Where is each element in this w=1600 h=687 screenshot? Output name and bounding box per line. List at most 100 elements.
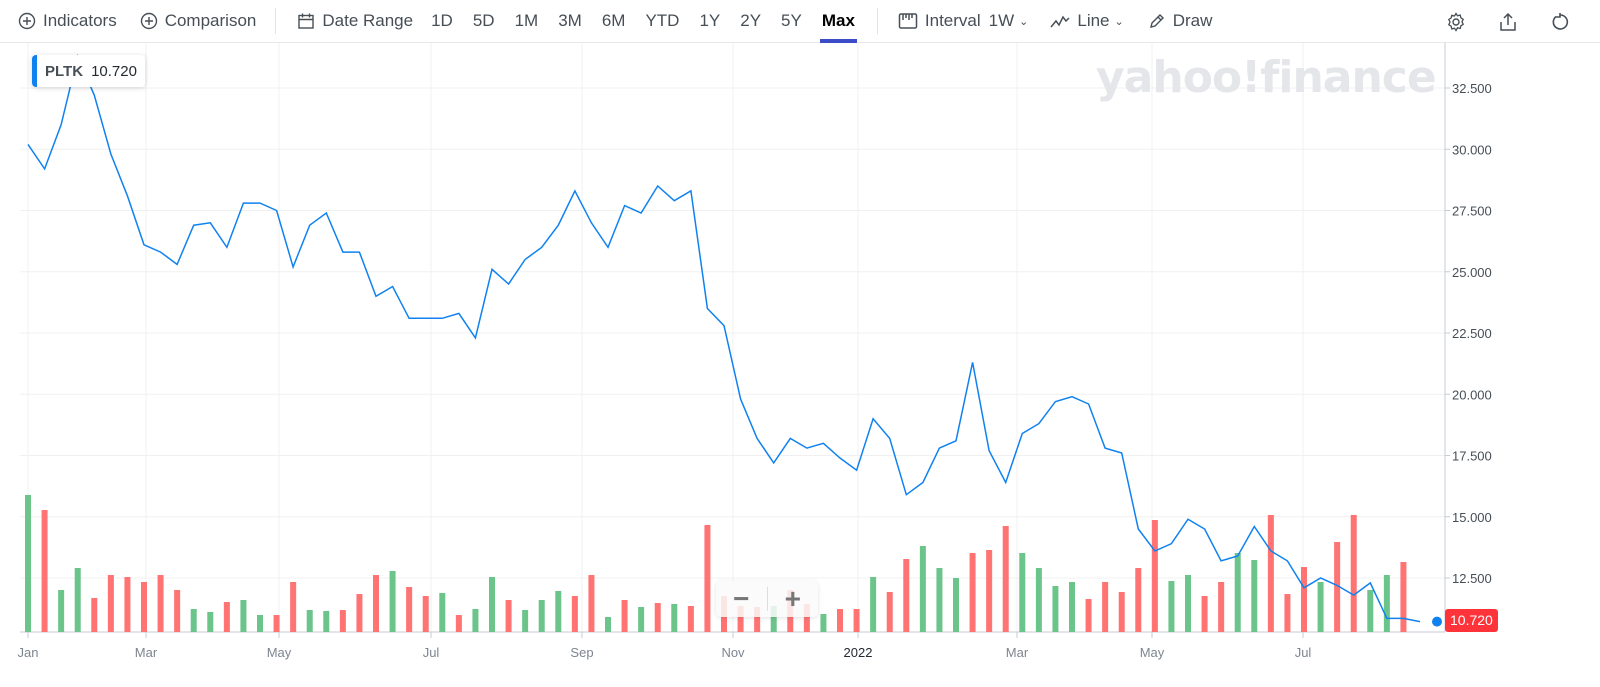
zoom-in-button[interactable]: + [784, 583, 801, 614]
interval-value: 1W [988, 11, 1015, 30]
volume-bar [1201, 596, 1208, 632]
volume-bar [406, 587, 413, 632]
volume-bar [257, 615, 263, 632]
reset-button[interactable] [1534, 0, 1586, 43]
settings-button[interactable] [1430, 0, 1482, 43]
volume-bar [356, 594, 363, 632]
volume-bar [903, 559, 910, 632]
settings-icon [1447, 11, 1465, 32]
draw-button[interactable]: Draw [1148, 0, 1212, 43]
volume-bar [837, 609, 843, 632]
volume-bar [124, 577, 131, 632]
volume-bar [1185, 575, 1191, 632]
volume-bar [455, 615, 462, 632]
toolbar-right-icons [1430, 0, 1600, 43]
volume-bar [1019, 553, 1026, 632]
y-axis-label: 15.000 [1452, 510, 1492, 525]
volume-bar [472, 609, 479, 632]
zoom-controls: − + [716, 581, 818, 617]
volume-bar [141, 582, 147, 632]
volume-bar [870, 577, 877, 632]
volume-bar [1301, 567, 1307, 632]
indicators-label: Indicators [43, 11, 117, 30]
range-tab-6m[interactable]: 6M [601, 11, 626, 30]
plus-circle-icon [18, 12, 36, 30]
ruler-icon [898, 13, 918, 29]
volume-bar [91, 598, 98, 632]
volume-bar [107, 575, 114, 632]
legend-symbol: PLTK [45, 62, 84, 80]
volume-bar [1069, 582, 1075, 632]
price-chart[interactable]: 32.500 30.000 27.500 25.000 22.500 20.000 17.5… [0, 43, 1600, 687]
yahoo-finance-watermark: yahoo!finance [1096, 52, 1437, 103]
volume-bar [323, 611, 330, 632]
chart-type-dropdown[interactable]: Line ⌄ [1050, 0, 1124, 43]
volume-bar [1334, 542, 1341, 632]
last-price-tag: 10.720 [1445, 609, 1498, 632]
volume-bar [886, 592, 893, 632]
volume-bar [157, 575, 164, 632]
volume-bar [820, 614, 827, 632]
volume-bar [621, 600, 628, 632]
toolbar-divider [275, 8, 277, 34]
volume-bar [638, 607, 645, 632]
volume-bar [41, 510, 48, 632]
volume-bar [936, 568, 943, 632]
range-tab-1d[interactable]: 1D [431, 11, 453, 30]
x-axis-label: Mar [1006, 645, 1029, 660]
volume-bar [190, 609, 197, 632]
date-range-button[interactable]: Date Range [297, 0, 413, 43]
volume-bar [339, 610, 346, 632]
share-icon [1500, 12, 1516, 31]
range-tab-ytd[interactable]: YTD [645, 11, 680, 30]
x-axis-label: Jan [18, 645, 39, 660]
volume-bar [1400, 562, 1407, 632]
interval-dropdown[interactable]: Interval 1W ⌄ [898, 0, 1028, 43]
y-axis-label: 25.000 [1452, 265, 1492, 280]
volume-bar [1151, 520, 1158, 632]
range-tab-5y[interactable]: 5Y [781, 11, 802, 30]
comparison-button[interactable]: Comparison [140, 0, 256, 43]
volume-bar [207, 612, 214, 632]
range-tab-1y[interactable]: 1Y [699, 11, 721, 30]
range-tab-1m[interactable]: 1M [514, 11, 539, 30]
volume-bar [1234, 553, 1241, 632]
x-axis-label: Jul [423, 645, 440, 660]
zoom-divider [766, 587, 768, 611]
volume-bar [439, 593, 446, 632]
x-axis-label: Sep [570, 645, 593, 660]
volume-bar [240, 600, 247, 632]
volume-bar [737, 606, 744, 632]
x-axis-label: May [1140, 645, 1165, 660]
volume-bar [58, 590, 65, 632]
volume-bar [174, 590, 181, 632]
share-button[interactable] [1482, 0, 1534, 43]
volume-bar [1367, 590, 1374, 632]
series-legend[interactable]: PLTK 10.720 [32, 55, 145, 87]
volume-bar [605, 617, 611, 632]
indicators-button[interactable]: Indicators [18, 0, 117, 43]
volume-bar [1135, 568, 1142, 632]
x-axis-label: Nov [721, 645, 745, 660]
range-tab-2y[interactable]: 2Y [740, 11, 762, 30]
volume-bar [422, 596, 429, 632]
pencil-icon [1149, 14, 1164, 28]
y-axis-label: 32.500 [1452, 81, 1492, 96]
volume-bar [389, 571, 396, 632]
volume-bar [1168, 581, 1175, 632]
volume-bar [1218, 582, 1225, 632]
volume-bar [489, 577, 495, 632]
range-tab-5d[interactable]: 5D [472, 11, 495, 30]
range-tab-max[interactable]: Max [812, 0, 865, 43]
x-axis-label: 2022 [844, 645, 873, 660]
chart-toolbar: Indicators Comparison Date Range 1D 5D 1M 3… [0, 0, 1600, 43]
volume-bar [1267, 515, 1274, 632]
volume-bar [986, 550, 993, 632]
volume-bar [223, 602, 230, 632]
range-tab-3m[interactable]: 3M [558, 11, 582, 30]
x-axis-label: May [267, 645, 292, 660]
volume-bar [770, 606, 777, 632]
zoom-out-button[interactable]: − [733, 583, 750, 614]
x-axis-label: Jul [1295, 645, 1312, 660]
volume-bar [953, 578, 959, 632]
